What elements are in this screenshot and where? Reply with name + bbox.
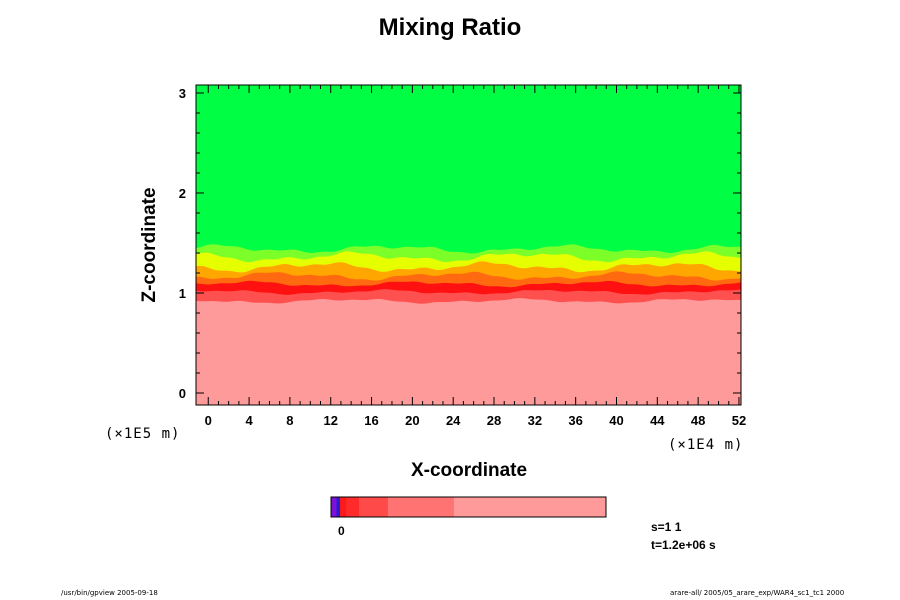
x-tick-label: 48 bbox=[691, 413, 705, 428]
x-tick-label: 4 bbox=[245, 413, 253, 428]
y-axis-label: Z-coordinate bbox=[139, 187, 160, 303]
footer-right: arare-all/ 2005/05_arare_exp/WAR4_sc1_tc… bbox=[670, 589, 845, 597]
colorbar-segment bbox=[340, 497, 347, 517]
x-tick-label: 20 bbox=[405, 413, 419, 428]
x-tick-label: 28 bbox=[487, 413, 501, 428]
x-tick-label: 52 bbox=[732, 413, 746, 428]
chart-title: Mixing Ratio bbox=[378, 14, 522, 41]
x-tick-label: 12 bbox=[323, 413, 337, 428]
field-layer-lower bbox=[196, 298, 741, 405]
y-tick-label: 0 bbox=[179, 386, 186, 401]
x-axis-unit: (×1E4 m) bbox=[668, 437, 744, 453]
colorbar-segment bbox=[336, 497, 341, 517]
x-tick-label: 8 bbox=[286, 413, 293, 428]
colorbar-frame bbox=[330, 496, 607, 518]
y-tick-label: 1 bbox=[179, 286, 186, 301]
x-tick-label: 24 bbox=[446, 413, 461, 428]
x-tick-label: 36 bbox=[568, 413, 582, 428]
colorbar-tick-label: 0 bbox=[338, 524, 345, 538]
x-tick-label: 44 bbox=[650, 413, 665, 428]
y-tick-label: 2 bbox=[179, 186, 186, 201]
colorbar-segment bbox=[359, 497, 389, 517]
colorbar-segment bbox=[331, 497, 337, 517]
colorbar-segment bbox=[453, 497, 607, 517]
colorbar-segment bbox=[387, 497, 455, 517]
x-tick-label: 16 bbox=[364, 413, 378, 428]
step-annotation: s=1 1 bbox=[651, 520, 682, 534]
x-tick-label: 0 bbox=[205, 413, 212, 428]
x-tick-label: 40 bbox=[609, 413, 623, 428]
y-tick-label: 3 bbox=[179, 86, 186, 101]
x-tick-label: 32 bbox=[528, 413, 542, 428]
plot-frame bbox=[195, 84, 742, 406]
colorbar-segment bbox=[346, 497, 360, 517]
footer-left: /usr/bin/gpview 2005-09-18 bbox=[61, 589, 158, 597]
time-annotation: t=1.2e+06 s bbox=[651, 538, 716, 552]
y-axis-unit: (×1E5 m) bbox=[105, 426, 181, 442]
x-axis-label: X-coordinate bbox=[410, 460, 528, 481]
